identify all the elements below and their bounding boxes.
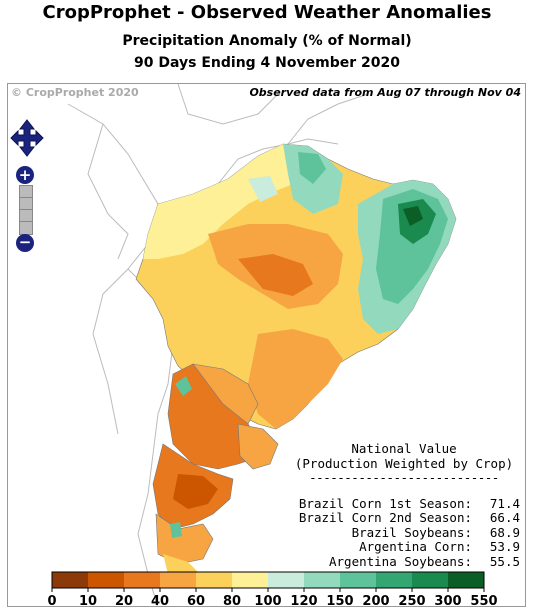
pan-control[interactable] [10,119,44,157]
legend-tick-label: 300 [434,594,461,607]
legend-swatch [304,572,340,588]
southeast-brazil-zone [248,329,343,429]
argentina-south-green [170,522,182,538]
legend-tick-label: 20 [115,594,133,607]
panel-row-label: Brazil Corn 1st Season: [298,496,472,511]
legend-tick-label: 250 [398,594,425,607]
west-green-spot [248,176,278,202]
legend-swatch [412,572,448,588]
panel-row-value: 71.4 [489,496,520,511]
page-title: CropProphet - Observed Weather Anomalies [42,2,492,23]
panel-row-label: Brazil Corn 2nd Season: [298,510,472,526]
argentina-west-green [175,376,192,396]
panel-divider: --------------------------- [309,470,499,485]
panel-row-label: Brazil Soybeans: [351,524,472,540]
amazon-zone [143,144,298,259]
legend-tick-label: 120 [290,594,317,607]
national-value-panel: National Value (Production Weighted by C… [288,441,520,569]
legend-swatch [232,572,268,588]
legend-swatch [376,572,412,588]
panel-row-label: Argentina Soybeans: [329,553,472,569]
panel-row-label: Argentina Corn: [359,539,472,555]
legend-tick-label: 0 [47,594,56,607]
legend-tick-label: 150 [326,594,353,607]
panel-row: Argentina Corn: 53.9 [288,539,520,555]
copyright-text: © CropProphet 2020 [11,86,139,99]
legend-tick-label: 100 [254,594,281,607]
legend-swatch [196,572,232,588]
legend-swatch [268,572,304,588]
panel-subtitle: (Production Weighted by Crop) [294,456,514,471]
zoom-in-button[interactable]: + [16,166,34,184]
color-legend: 0 10 20 40 60 80 100 120 150 200 250 300 550 [47,571,498,607]
legend-tick-label: 40 [151,594,169,607]
north-green-core [298,152,326,184]
legend-swatch [88,572,124,588]
legend-swatch [340,572,376,588]
panel-row-value: 66.4 [489,510,520,526]
uruguay-region [237,423,279,470]
zoom-out-button[interactable]: − [16,234,34,252]
legend-tick-label: 60 [187,594,205,607]
panel-row: Brazil Corn 1st Season: 71.4 [288,496,520,511]
legend-tick-label: 200 [362,594,389,607]
panel-title: National Value [351,441,457,456]
argentina-dry-core [173,474,218,509]
zoom-control[interactable]: + − [14,166,36,256]
legend-tick-label: 550 [470,594,497,607]
legend-tick-label: 10 [79,594,97,607]
panel-row: Brazil Corn 2nd Season: 66.4 [288,510,520,526]
legend-swatch [52,572,88,588]
legend-swatch [160,572,196,588]
panel-row: Argentina Soybeans: 55.5 [288,553,520,569]
date-range-subtitle: 90 Days Ending 4 November 2020 [134,55,400,71]
map-viewport[interactable]: + − © CropProphet 2020 Observed data fro… [7,83,526,607]
map-subtitle: Precipitation Anomaly (% of Normal) [122,33,412,49]
northeast-peak [403,206,423,226]
observed-period-note: Observed data from Aug 07 through Nov 04 [249,86,521,99]
legend-swatch [448,572,484,588]
argentina-south [155,513,214,565]
panel-row-value: 53.9 [489,539,520,555]
legend-tick-label: 80 [223,594,241,607]
central-brazil-core [238,254,313,296]
zoom-slider-track[interactable] [19,185,33,235]
panel-row-value: 55.5 [489,553,520,569]
map-canvas[interactable] [8,84,526,607]
legend-swatch [124,572,160,588]
panel-row: Brazil Soybeans: 68.9 [288,524,520,540]
panel-row-value: 68.9 [489,524,520,540]
